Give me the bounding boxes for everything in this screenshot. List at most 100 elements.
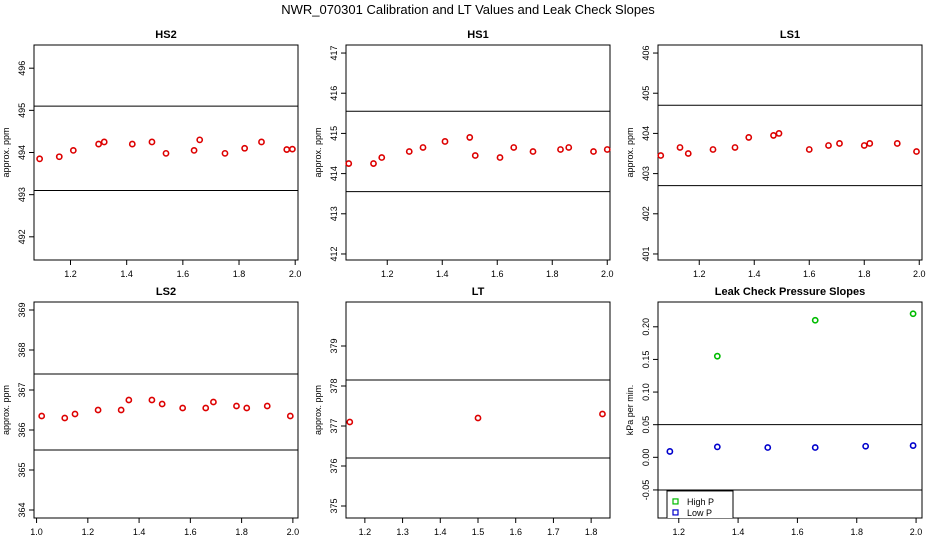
data-point (370, 160, 377, 167)
x-tick-label: 2.0 (913, 269, 926, 279)
data-point-low-p (811, 444, 819, 451)
data-point (466, 134, 474, 141)
data-point (55, 153, 63, 161)
y-tick-label: 366 (17, 422, 27, 437)
data-point (775, 130, 783, 137)
x-tick-label: 1.2 (381, 269, 394, 279)
data-point (94, 406, 102, 414)
x-tick-label: 1.5 (472, 527, 485, 537)
data-point (71, 410, 79, 418)
data-point (866, 140, 874, 147)
data-point (557, 146, 564, 153)
data-point (825, 142, 832, 149)
y-tick-label: 365 (17, 462, 27, 477)
x-tick-label: 1.2 (673, 527, 686, 537)
chart-ls1: LS1 1.2 1.4 1.6 1.8 2.0 401 402 403 404 405 406 appr… (625, 29, 926, 279)
data-point (657, 152, 665, 159)
data-point (419, 144, 427, 151)
chart-hs2: HS2 1.2 1.4 1.6 1.8 2.0 492 493 494 495 496 approx.… (1, 29, 301, 279)
x-tick-label: 1.4 (120, 269, 133, 279)
data-point (405, 148, 413, 155)
data-point (565, 144, 573, 151)
x-tick-label: 1.6 (491, 269, 504, 279)
x-tick-label: 1.8 (233, 269, 246, 279)
y-tick-label: 493 (17, 187, 27, 202)
x-tick-label: 1.6 (509, 527, 522, 537)
data-point (241, 144, 249, 152)
y-tick-label: -0.05 (641, 480, 651, 501)
y-tick-label: 367 (17, 382, 27, 397)
data-point-low-p (666, 448, 674, 455)
x-tick-label: 1.7 (547, 527, 560, 537)
panel-title: HS2 (155, 29, 176, 41)
data-point (345, 160, 353, 167)
x-tick-label: 2.0 (289, 269, 302, 279)
data-point (128, 140, 136, 148)
data-point (510, 144, 518, 151)
legend-swatch (672, 509, 679, 516)
plot-frame (33, 301, 299, 519)
chart-lt: LT 1.2 1.3 1.4 1.5 1.6 1.7 1.8 375 376 377 378 379 ap… (313, 286, 611, 537)
x-tick-label: 2.0 (601, 269, 614, 279)
data-point (179, 404, 187, 412)
x-tick-label: 1.2 (693, 269, 706, 279)
y-axis-label: approx. ppm (313, 385, 323, 435)
chart-leak-check: Leak Check Pressure Slopes 1.2 1.4 1.6 1.8 2.… (625, 286, 923, 537)
panel-title: LS1 (780, 29, 800, 41)
data-point (125, 396, 133, 404)
x-tick-label: 2.0 (910, 527, 923, 537)
x-tick-label: 1.4 (748, 269, 761, 279)
data-point (117, 406, 125, 414)
x-tick-label: 1.2 (359, 527, 372, 537)
y-tick-label: 416 (329, 86, 339, 101)
x-tick-label: 1.6 (177, 269, 190, 279)
y-tick-label: 495 (17, 103, 27, 118)
x-tick-label: 1.8 (546, 269, 559, 279)
y-tick-label: 413 (329, 206, 339, 221)
data-point (202, 404, 210, 412)
data-point (599, 410, 606, 418)
plot-frame (657, 44, 923, 261)
data-point (190, 146, 198, 154)
x-tick-label: 1.6 (791, 527, 804, 537)
y-tick-label: 404 (641, 126, 651, 141)
plot-frame (345, 44, 611, 261)
data-point (346, 418, 354, 426)
x-tick-label: 1.2 (64, 269, 77, 279)
data-point (233, 402, 240, 410)
data-point (529, 148, 537, 155)
data-point (158, 400, 166, 408)
data-point (805, 146, 813, 153)
data-point (471, 152, 479, 159)
data-point (95, 140, 102, 148)
y-tick-label: 494 (17, 145, 27, 160)
data-point-high-p (713, 352, 721, 360)
data-point-high-p (811, 316, 819, 324)
x-tick-label: 1.4 (133, 527, 146, 537)
data-point (731, 144, 739, 151)
y-tick-label: 377 (329, 418, 339, 433)
data-point (258, 138, 265, 146)
y-tick-label: 369 (17, 302, 27, 317)
data-point-low-p (862, 442, 870, 450)
data-point (860, 142, 868, 149)
y-tick-label: 378 (329, 378, 339, 393)
y-tick-label: 406 (641, 46, 651, 61)
data-point (676, 144, 684, 151)
data-point (288, 145, 296, 153)
x-tick-label: 1.8 (850, 527, 863, 537)
y-tick-label: 401 (641, 246, 651, 261)
data-point (286, 412, 294, 420)
y-tick-label: 0.15 (641, 351, 651, 369)
y-tick-label: 376 (329, 458, 339, 473)
data-point (770, 132, 777, 139)
x-tick-label: 1.3 (396, 527, 409, 537)
chart-hs1: HS1 1.2 1.4 1.6 1.8 2.0 412 413 414 415 416 417 appr… (313, 29, 614, 279)
data-point-low-p (909, 442, 917, 449)
data-point (378, 154, 386, 161)
y-axis-label: approx. ppm (1, 385, 11, 435)
y-axis-label: approx. ppm (313, 127, 323, 177)
data-point (243, 404, 251, 412)
